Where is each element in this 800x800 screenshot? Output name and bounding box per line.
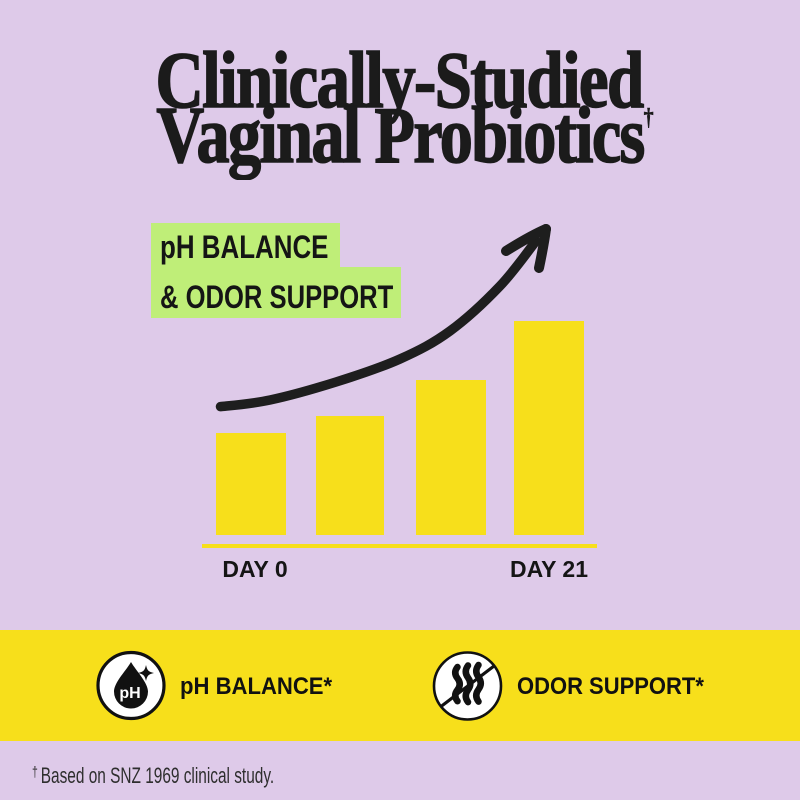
svg-text:pH: pH <box>119 685 140 702</box>
